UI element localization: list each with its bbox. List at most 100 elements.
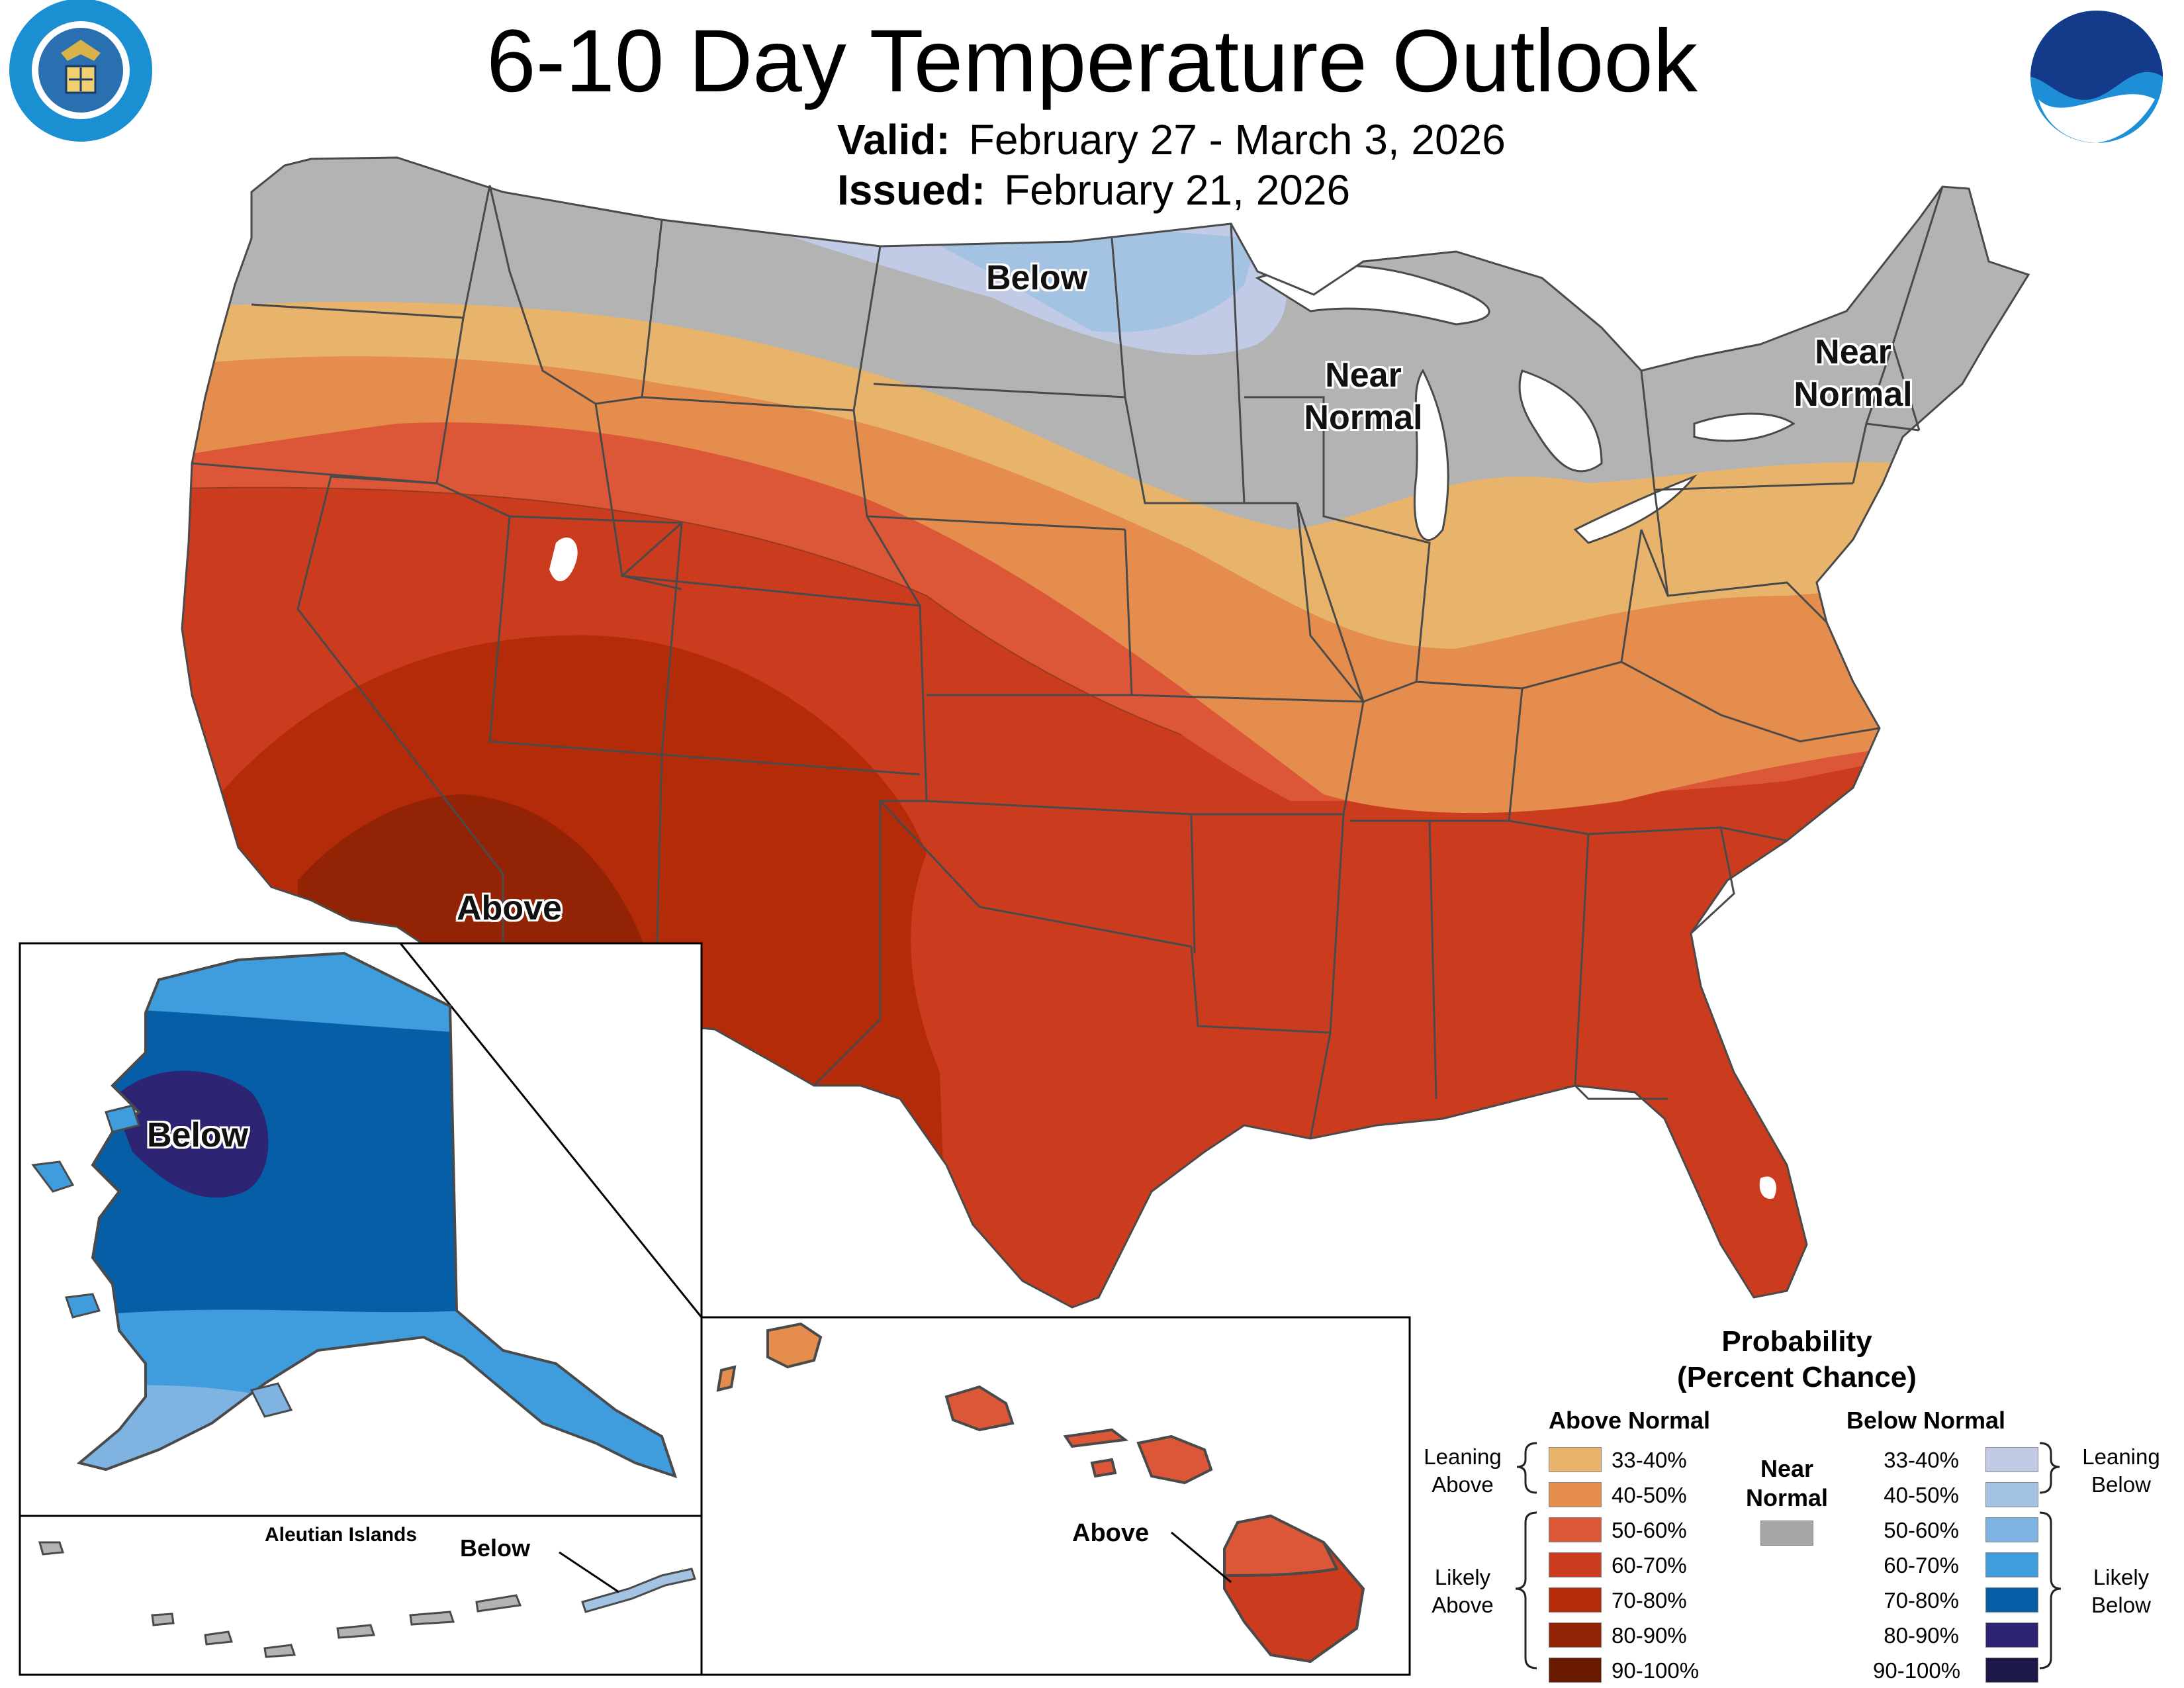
bracket-leaning-below [2039,1442,2060,1494]
legend-leaning-below-line1: Leaning [2082,1444,2160,1469]
legend-likely-above: Likely Above [1410,1564,1516,1619]
legend-leaning-below-line2: Below [2091,1472,2151,1497]
legend-below-range-5: 80-90% [1884,1623,1959,1648]
lake-okeechobee [1759,1176,1776,1199]
lake-huron [1518,369,1603,473]
ak-band-below-80-90 [113,1070,269,1198]
legend-near-line2: Normal [1745,1484,1829,1511]
legend-brackets [1515,1442,2062,1669]
issued-date-line: Issued: February 21, 2026 [837,164,1350,216]
lake-erie [1573,474,1698,544]
legend-swatch-below-90-100 [1985,1658,2038,1683]
label-above-southwest: Above [457,889,562,927]
conus-borders [181,156,2030,1309]
legend-above-range-2: 50-60% [1612,1518,1687,1542]
lake-ontario [1693,412,1796,442]
legend-above-range-3: 60-70% [1612,1553,1687,1577]
legend-above-range-0: 33-40% [1612,1448,1687,1472]
legend-above-range-6: 90-100% [1612,1658,1700,1683]
legend-swatch-below-70-80 [1985,1587,2038,1613]
legend-below-header: Below Normal [1846,1407,2006,1434]
legend-likely-above-line2: Above [1432,1593,1494,1617]
legend-leaning-above: Leaning Above [1410,1443,1516,1499]
hawaii-islands [716,1322,1365,1664]
legend-likely-below-line1: Likely [2093,1565,2150,1589]
label-near-normal-midwest: Near Normal [1291,354,1436,439]
commerce-seal [9,0,152,142]
legend-title: Probability (Percent Chance) [1410,1324,2184,1395]
label-near-normal-midwest-line1: Near [1325,356,1402,395]
lake-michigan [1413,369,1449,541]
label-aleutian-islands: Aleutian Islands [265,1524,418,1546]
legend-swatch-above-40-50 [1549,1482,1602,1507]
label-alaska-below: Below [147,1116,249,1154]
island-molokai [1063,1428,1129,1448]
eagle-icon [61,40,101,61]
legend-below-range-4: 70-80% [1884,1588,1959,1613]
legend-swatch-near-normal [1760,1521,1813,1546]
island-niihau [716,1365,737,1392]
legend-swatch-above-50-60 [1549,1517,1602,1542]
legend-near-line1: Near [1760,1455,1814,1482]
label-aleutian-below: Below [460,1534,531,1562]
legend-likely-below-line2: Below [2091,1593,2151,1617]
label-near-normal-northeast: Near Normal [1780,331,1926,416]
label-below-north: Below [986,259,1088,297]
island-kauai [766,1322,823,1369]
island-maui [1136,1434,1213,1485]
label-hawaii-above: Above [1072,1519,1150,1547]
legend-above-header: Above Normal [1549,1407,1711,1434]
valid-value: February 27 - March 3, 2026 [968,116,1506,164]
noaa-logo [2030,11,2163,143]
legend-below-range-6: 90-100% [1873,1658,1961,1683]
legend-below-range-2: 50-60% [1884,1518,1959,1542]
aleutian-inset-frame [19,1515,703,1676]
hawaii-above-pointer [1171,1531,1232,1583]
legend-leaning-above-line1: Leaning [1424,1444,1502,1469]
legend-swatch-below-60-70 [1985,1552,2038,1577]
bracket-likely-below [2039,1511,2062,1669]
aleutian-below-pointer [559,1551,619,1593]
label-near-normal-midwest-line2: Normal [1304,399,1423,437]
legend-swatch-above-90-100 [1549,1658,1602,1683]
legend-title-line1: Probability [1721,1325,1872,1358]
legend-above-range-4: 70-80% [1612,1588,1687,1613]
legend-swatch-above-80-90 [1549,1622,1602,1648]
legend-below-range-0: 33-40% [1884,1448,1959,1472]
legend-below-range-1: 40-50% [1884,1483,1959,1507]
legend-above-range-1: 40-50% [1612,1483,1687,1507]
page-title: 6-10 Day Temperature Outlook [486,12,1698,111]
legend-swatch-below-80-90 [1985,1622,2038,1648]
label-near-normal-northeast-line2: Normal [1794,375,1913,414]
legend-near-normal: Near Normal [1741,1454,1833,1513]
issued-label: Issued: [837,166,986,214]
aleutian-east-islands [581,1568,696,1613]
legend-likely-below: Likely Below [2065,1564,2177,1619]
aleutian-islands [38,1541,522,1658]
legend-swatch-above-70-80 [1549,1587,1602,1613]
legend-title-line2: (Percent Chance) [1677,1361,1917,1393]
legend-below-range-3: 60-70% [1884,1553,1959,1577]
valid-label: Valid: [837,116,950,164]
great-salt-lake [549,537,578,582]
island-oahu [944,1385,1015,1432]
legend: Probability (Percent Chance) Above Norma… [1410,1317,2184,1688]
alaska-islands [31,1104,293,1418]
legend-swatch-above-33-40 [1549,1447,1602,1472]
legend-swatch-below-50-60 [1985,1517,2038,1542]
alaska-outline [76,951,678,1479]
legend-leaning-below: Leaning Below [2065,1443,2177,1499]
bracket-leaning-above [1516,1442,1537,1494]
bracket-likely-above [1515,1511,1537,1669]
legend-swatch-below-33-40 [1985,1447,2038,1472]
issued-value: February 21, 2026 [1004,166,1351,214]
valid-date-line: Valid: February 27 - March 3, 2026 [837,114,1506,165]
island-hawaii-north [1223,1514,1340,1577]
legend-swatch-below-40-50 [1985,1482,2038,1507]
legend-above-range-5: 80-90% [1612,1623,1687,1648]
label-near-normal-northeast-line1: Near [1815,333,1891,371]
band-below-40-50 [880,218,1257,332]
legend-swatch-above-60-70 [1549,1552,1602,1577]
island-lanai [1090,1458,1117,1478]
